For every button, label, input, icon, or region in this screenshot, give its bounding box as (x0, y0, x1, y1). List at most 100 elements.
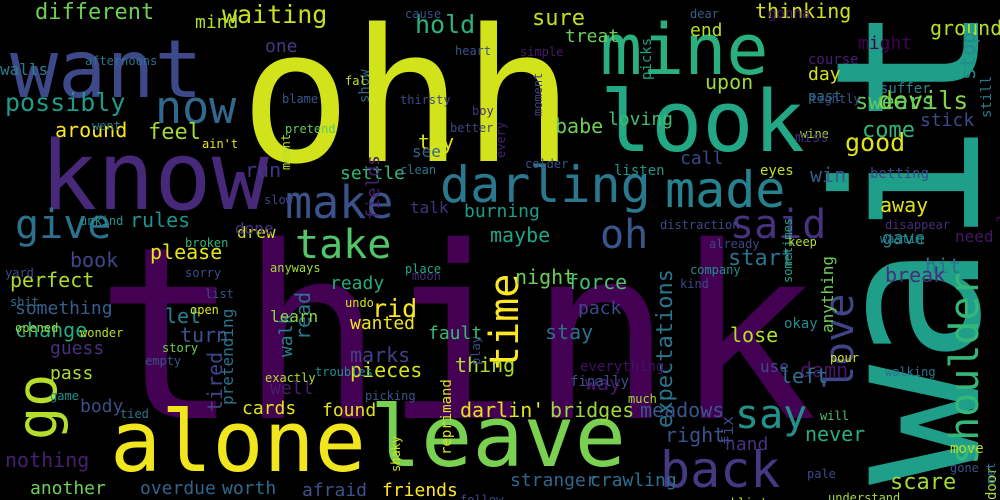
word-hold: hold (415, 10, 476, 39)
word-body: body (80, 396, 124, 417)
word-afraid: afraid (302, 480, 368, 500)
word-pale: pale (807, 467, 836, 481)
word-learn: learn (270, 307, 319, 326)
word-thinking: thinking (755, 0, 852, 23)
word-already: already (709, 237, 760, 251)
word-loving: loving (608, 109, 674, 130)
word-different: different (35, 0, 155, 25)
word-opened: opened (15, 321, 59, 335)
word-upon: upon (705, 70, 754, 94)
word-keep: keep (788, 235, 817, 249)
word-drew: drew (237, 223, 276, 242)
word-night: night (515, 265, 576, 289)
word-pieces: pieces (350, 358, 423, 382)
word-wanted: wanted (350, 313, 416, 334)
word-day: day (808, 64, 841, 85)
word-damn: damn (800, 358, 849, 382)
word-game: game (50, 389, 79, 403)
word-pour: pour (830, 351, 859, 365)
word-marks: marks (350, 343, 411, 367)
word-hit: hit (925, 254, 962, 278)
word-say: say (735, 392, 808, 438)
word-wastin: wastin (880, 232, 924, 246)
word-left: left (780, 364, 829, 388)
word-open: open (190, 303, 219, 317)
word-clean: clean (400, 163, 437, 177)
word-walls: walls (0, 60, 49, 79)
word-story: story (162, 341, 199, 355)
word-miss: miss (795, 130, 829, 146)
word-might: might (858, 33, 913, 54)
word-away: away (880, 193, 929, 217)
word-fix: fix (718, 416, 737, 445)
word-follow: follow (460, 493, 504, 500)
word-kind: kind (680, 277, 709, 291)
word-maybe: maybe (490, 223, 551, 247)
word-listen: listen (614, 163, 665, 179)
word-made: made (665, 161, 786, 219)
word-stay: stay (545, 320, 594, 344)
word-gone: gone (950, 461, 979, 475)
word-ain-t: ain't (202, 137, 239, 151)
word-heart: heart (455, 44, 492, 58)
word-will: will (820, 409, 849, 423)
word-anything: anything (818, 255, 837, 333)
word-play: play (469, 336, 483, 365)
word-mind: mind (195, 12, 239, 33)
word-still: still (979, 75, 995, 118)
word-pack: pack (578, 298, 622, 319)
word-found: found (322, 400, 377, 421)
word-stranger: stranger (510, 470, 597, 491)
word-leave: leave (370, 388, 626, 487)
word-call: call (680, 148, 724, 169)
word-win: win (810, 163, 847, 187)
word-another: another (30, 478, 106, 499)
word-want: want (10, 23, 203, 116)
word-shit: shit (10, 295, 39, 309)
word-perfect: perfect (10, 268, 95, 292)
word-sorry: sorry (185, 266, 222, 280)
word-exactly: exactly (265, 371, 316, 385)
word-reprimand: reprimand (439, 379, 455, 455)
word-pass: pass (50, 363, 94, 384)
word-one: one (265, 36, 298, 57)
word-wonder: wonder (80, 326, 124, 340)
word-fields: fields (363, 154, 384, 220)
word-moon: moon (412, 269, 441, 283)
word-picks: picks (639, 37, 655, 80)
word-tied: tied (120, 407, 149, 421)
word-gave: gave (882, 228, 926, 249)
word-finally: finally (570, 374, 630, 390)
word-thirsty: thirsty (400, 93, 451, 107)
word-betting: betting (870, 166, 930, 182)
word-tightly: tightly (810, 92, 861, 106)
word-possibly: possibly (5, 88, 126, 117)
word-said: said (730, 202, 827, 248)
word-stick: stick (920, 110, 975, 131)
word-shaky: shaky (389, 435, 403, 472)
word-understand: understand (828, 491, 901, 500)
word-crawling: crawling (590, 470, 677, 491)
word-end: end (690, 20, 723, 41)
word-went: went (92, 119, 121, 133)
word-suffer: suffer (880, 81, 931, 97)
word-moment: moment (531, 72, 545, 116)
word-empty: empty (145, 354, 182, 368)
word-never: never (805, 422, 866, 446)
word-much: much (628, 392, 657, 406)
word-simple: simple (520, 45, 564, 59)
word-dear: dear (690, 7, 719, 21)
word-cards: cards (242, 398, 297, 419)
word-think: think (95, 195, 818, 475)
word-feel: feel (148, 120, 201, 145)
word-rules: rules (130, 208, 191, 232)
word-undo: undo (345, 296, 374, 310)
word-nothing: nothing (5, 448, 90, 472)
word-lose: lose (730, 323, 779, 347)
word-settle: settle (340, 163, 406, 184)
word-afternoons: afternoons (85, 54, 158, 68)
word-now: now (155, 81, 237, 134)
word-guess: guess (50, 338, 105, 359)
word-okay: okay (784, 316, 818, 332)
word-always: always (993, 162, 1000, 235)
